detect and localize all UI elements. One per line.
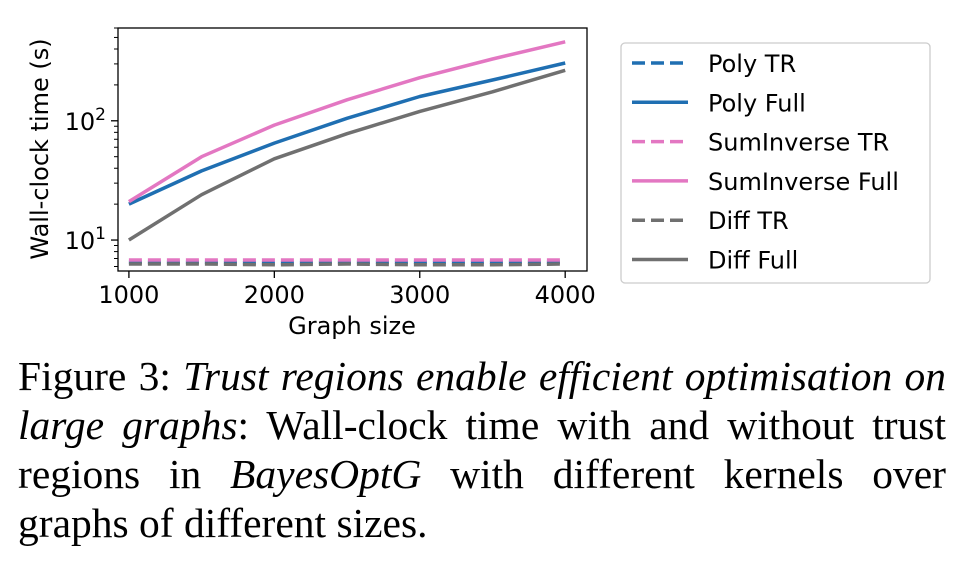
caption-label: Figure 3: (18, 353, 171, 399)
series-line-diff-tr (128, 262, 566, 267)
series-line-diff-full (127, 68, 566, 242)
legend: Poly TR Poly Full SumInverse TR SumInverse … (620, 42, 931, 284)
x-axis-label: Graph size (288, 312, 416, 340)
x-tick-label: 3000 (389, 281, 450, 309)
legend-label: SumInverse TR (708, 129, 889, 157)
plot-frame (117, 27, 588, 272)
caption-text: : Wall-clock time with and without trust… (18, 402, 946, 497)
caption-text-end: with different kernels over graphs of di… (18, 451, 947, 546)
legend-label: SumInverse Full (708, 168, 899, 196)
legend-label: Diff Full (708, 247, 798, 275)
caption-method: BayesOptG (230, 451, 422, 497)
x-tick-label: 4000 (535, 281, 596, 309)
x-tick-label: 1000 (98, 281, 159, 309)
legend-label: Poly Full (708, 89, 806, 117)
x-tick-label: 2000 (244, 281, 305, 309)
y-tick-label: 102 (65, 105, 106, 136)
figure-caption: Figure 3: Trust regions enable efficient… (18, 352, 946, 548)
series-line-suminverse-full (127, 40, 566, 204)
y-axis-label: Wall-clock time (s) (26, 38, 54, 259)
legend-label: Diff TR (708, 207, 789, 235)
y-tick-label: 101 (65, 224, 106, 255)
series-line-poly-full (128, 61, 566, 206)
caption-title: Trust regions enable efficient optimisat… (18, 353, 946, 448)
legend-label: Poly TR (708, 50, 796, 78)
legend-frame (620, 42, 931, 284)
figure-chart: 1000 2000 3000 4000 101 102 Graph size Wall-… (26, 27, 931, 340)
